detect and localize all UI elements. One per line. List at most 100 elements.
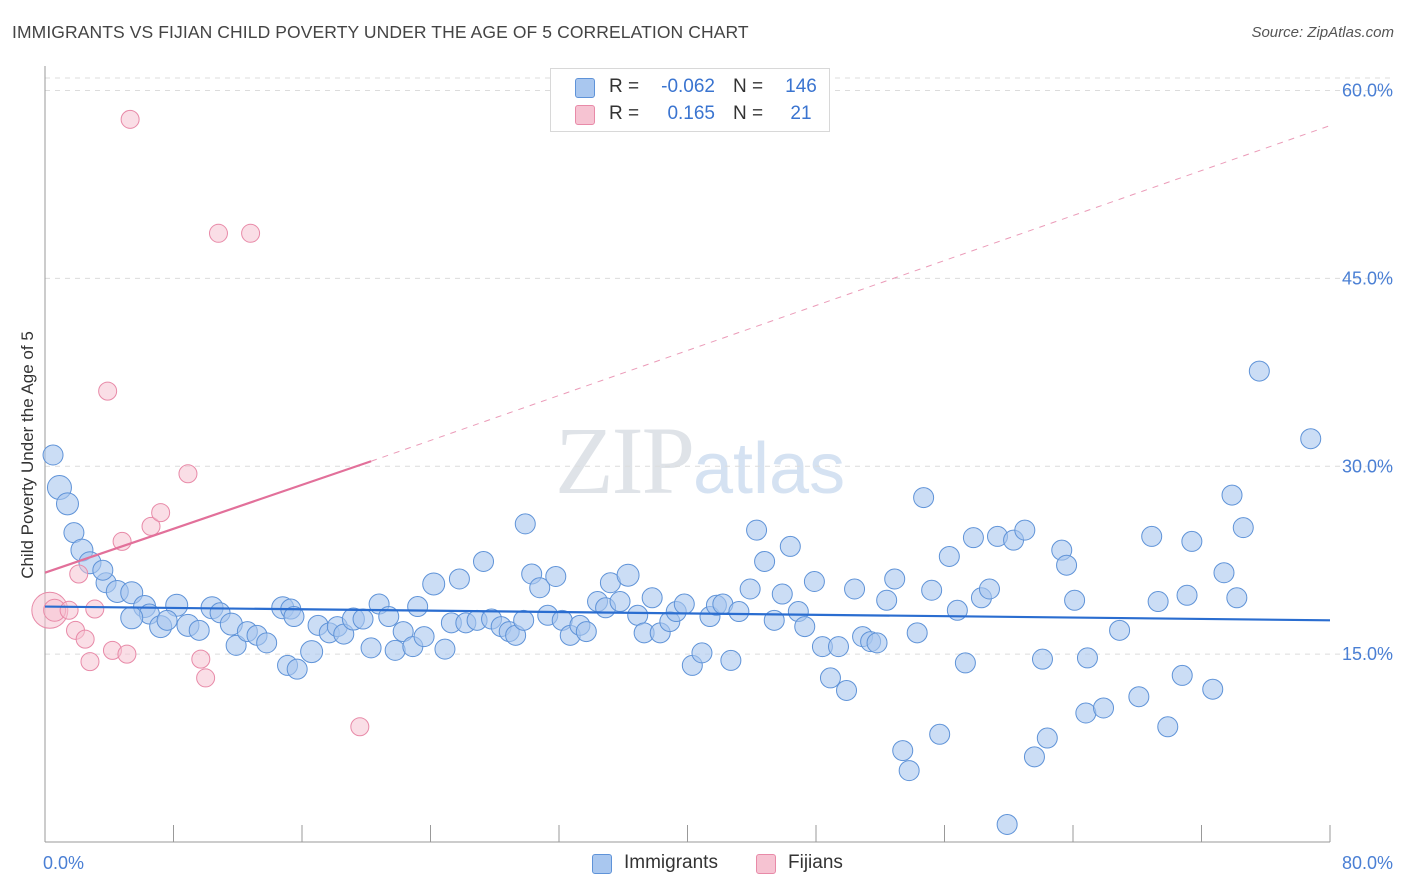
immigrants-point <box>746 519 768 541</box>
watermark: ZIPatlas <box>555 405 845 516</box>
immigrants-point <box>954 652 976 674</box>
fijians-point <box>350 717 370 737</box>
immigrants-swatch <box>575 78 595 98</box>
immigrants-point <box>803 570 825 592</box>
immigrants-point <box>1128 686 1150 708</box>
immigrants-point <box>529 577 551 599</box>
immigrants-point <box>616 563 640 587</box>
immigrants-point <box>929 723 951 745</box>
fijians-point <box>120 109 140 129</box>
n-value: 21 <box>790 103 812 124</box>
immigrants-point <box>1056 554 1078 576</box>
immigrants-point <box>913 487 935 509</box>
immigrants-point <box>728 601 750 623</box>
immigrants-point <box>378 606 400 628</box>
fijians-point <box>69 564 89 584</box>
immigrants-point <box>996 813 1018 835</box>
immigrants-point <box>55 492 79 516</box>
immigrants-point <box>876 589 898 611</box>
immigrants-point <box>514 513 536 535</box>
fijians-point <box>75 629 95 649</box>
fijians-trendline <box>44 460 372 574</box>
immigrants-point <box>575 621 597 643</box>
y-tick-label: 30.0% <box>1342 456 1393 476</box>
watermark-zip: ZIP <box>555 407 695 514</box>
immigrants-point <box>1109 619 1131 641</box>
immigrants-point <box>1300 428 1322 450</box>
immigrants-point <box>156 609 178 631</box>
n-value: 146 <box>785 76 817 97</box>
y-tick-label: 60.0% <box>1342 81 1393 101</box>
immigrants-point <box>286 658 308 680</box>
immigrants-point <box>42 444 64 466</box>
fijians-point <box>117 644 137 664</box>
immigrants-point <box>1031 648 1053 670</box>
immigrants-point <box>794 616 816 638</box>
immigrants-point <box>1093 697 1115 719</box>
immigrants-point <box>360 637 382 659</box>
fijians-point <box>178 464 198 484</box>
immigrants-point <box>434 638 456 660</box>
immigrants-point <box>188 619 210 641</box>
immigrants-point <box>844 578 866 600</box>
immigrants-point <box>1076 647 1098 669</box>
immigrants-point <box>1147 591 1169 613</box>
immigrants-point <box>352 608 374 630</box>
fijians-swatch <box>575 105 595 125</box>
x-tick-label: 0.0% <box>43 853 84 873</box>
watermark-atlas: atlas <box>693 429 846 509</box>
y-tick-label: 45.0% <box>1342 268 1393 288</box>
immigrants-point <box>827 636 849 658</box>
immigrants-point <box>1202 678 1224 700</box>
source-label: Source: ZipAtlas.com <box>1251 24 1394 41</box>
immigrants-point <box>1171 664 1193 686</box>
fijians-point <box>98 381 118 401</box>
immigrants-point <box>1075 702 1097 724</box>
immigrants-point <box>1248 360 1270 382</box>
immigrants-point <box>1221 484 1243 506</box>
immigrants-point <box>1181 530 1203 552</box>
immigrants-point <box>256 632 278 654</box>
fijians-point <box>196 668 216 688</box>
immigrants-point <box>892 740 914 762</box>
immigrants-point <box>609 591 631 613</box>
immigrants-point <box>1023 746 1045 768</box>
immigrants-point <box>300 640 324 664</box>
fijians-point <box>80 652 100 672</box>
immigrants-point <box>673 593 695 615</box>
fijians-trendline-extension <box>370 125 1331 462</box>
immigrants-point <box>1014 519 1036 541</box>
immigrants-point <box>1064 589 1086 611</box>
immigrants-point <box>1141 525 1163 547</box>
immigrants-swatch <box>592 854 612 874</box>
n-label: N = <box>733 103 764 124</box>
immigrants-point <box>819 667 841 689</box>
immigrants-point <box>225 634 247 656</box>
immigrants-point <box>771 583 793 605</box>
immigrants-point <box>906 622 928 644</box>
n-label: N = <box>733 76 764 97</box>
fijians-point <box>241 223 261 243</box>
immigrants-point <box>779 535 801 557</box>
fijians-point <box>208 223 228 243</box>
immigrants-point <box>473 550 495 572</box>
y-axis-label: Child Poverty Under the Age of 5 <box>18 331 37 579</box>
r-label: R = <box>609 76 640 97</box>
immigrants-point <box>739 578 761 600</box>
immigrants-point <box>921 579 943 601</box>
fijians-label: Fijians <box>788 852 843 873</box>
immigrants-point <box>627 604 649 626</box>
immigrants-point <box>92 559 114 581</box>
stats-legend: R = -0.062 N = 146 R = 0.165 N = 21 <box>550 68 830 132</box>
r-label: R = <box>609 103 640 124</box>
immigrants-point <box>1232 517 1254 539</box>
immigrants-point <box>884 568 906 590</box>
immigrants-point <box>422 572 446 596</box>
fijians-point <box>85 599 105 619</box>
immigrants-point <box>448 568 470 590</box>
immigrants-point <box>866 632 888 654</box>
immigrants-point <box>836 679 858 701</box>
immigrants-label: Immigrants <box>624 852 718 873</box>
immigrants-trendline <box>44 605 1331 622</box>
